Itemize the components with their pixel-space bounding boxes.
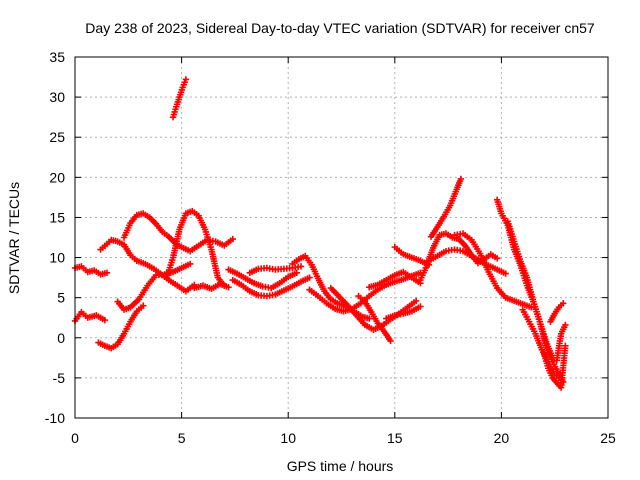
data-point xyxy=(502,270,509,277)
series-trace-aa xyxy=(547,300,567,325)
series-trace-w xyxy=(451,230,535,311)
series-trace-j xyxy=(225,266,300,292)
series-trace-g xyxy=(163,207,228,289)
data-point xyxy=(306,274,313,281)
x-tick-label: 25 xyxy=(600,430,616,446)
y-tick-label: 15 xyxy=(49,209,65,225)
y-tick-label: 5 xyxy=(57,290,65,306)
series-trace-v xyxy=(427,175,465,240)
data-point xyxy=(457,175,465,183)
chart-title: Day 238 of 2023, Sidereal Day-to-day VTE… xyxy=(85,20,595,36)
data-points xyxy=(71,76,569,391)
x-axis-label: GPS time / hours xyxy=(287,458,394,474)
data-point xyxy=(560,300,567,307)
series-trace-h xyxy=(169,76,190,121)
x-tick-label: 15 xyxy=(387,430,403,446)
tick-labels: 0 5 10 15 20 25 -10 -5 0 5 10 15 20 25 30 35 xyxy=(45,49,616,446)
x-tick-label: 20 xyxy=(494,430,510,446)
y-tick-label: -5 xyxy=(53,370,66,386)
y-tick-label: 35 xyxy=(49,49,65,65)
y-tick-label: 25 xyxy=(49,129,65,145)
data-point xyxy=(293,269,300,276)
series-trace-a xyxy=(71,263,111,278)
series-trace-l xyxy=(246,263,305,276)
data-point xyxy=(182,76,190,83)
y-tick-label: -10 xyxy=(45,410,65,426)
x-tick-label: 0 xyxy=(71,430,79,446)
x-tick-label: 10 xyxy=(280,430,296,446)
y-tick-label: 20 xyxy=(49,169,65,185)
data-point xyxy=(225,284,232,291)
data-point xyxy=(229,235,236,243)
data-point xyxy=(417,303,424,310)
series-trace-y xyxy=(504,218,556,362)
data-point xyxy=(101,316,109,324)
data-point xyxy=(103,269,111,276)
x-tick-label: 5 xyxy=(178,430,186,446)
data-point xyxy=(412,297,420,305)
data-point xyxy=(297,263,305,270)
data-point xyxy=(140,302,147,309)
series-trace-z xyxy=(519,306,565,383)
y-tick-label: 30 xyxy=(49,89,65,105)
data-point xyxy=(186,260,194,268)
series-trace-c xyxy=(95,302,147,352)
y-tick-label: 0 xyxy=(57,330,65,346)
data-point xyxy=(562,342,569,349)
series-trace-q xyxy=(366,268,424,291)
series-trace-k xyxy=(229,274,313,300)
series-trace-ac xyxy=(553,321,569,364)
series-trace-i xyxy=(191,280,232,293)
series-trace-f xyxy=(120,210,236,255)
data-point xyxy=(562,321,569,329)
plot-border xyxy=(74,56,609,419)
y-tick-label: 10 xyxy=(49,250,65,266)
series-trace-b xyxy=(71,308,109,325)
data-point xyxy=(493,255,501,262)
y-axis-label: SDTVAR / TECUs xyxy=(6,182,22,294)
plot-frame xyxy=(74,56,609,419)
data-point xyxy=(387,337,394,345)
data-point xyxy=(366,315,373,322)
series-trace-p xyxy=(355,292,394,345)
series-trace-r xyxy=(383,303,424,322)
series-trace-ab xyxy=(540,342,569,391)
